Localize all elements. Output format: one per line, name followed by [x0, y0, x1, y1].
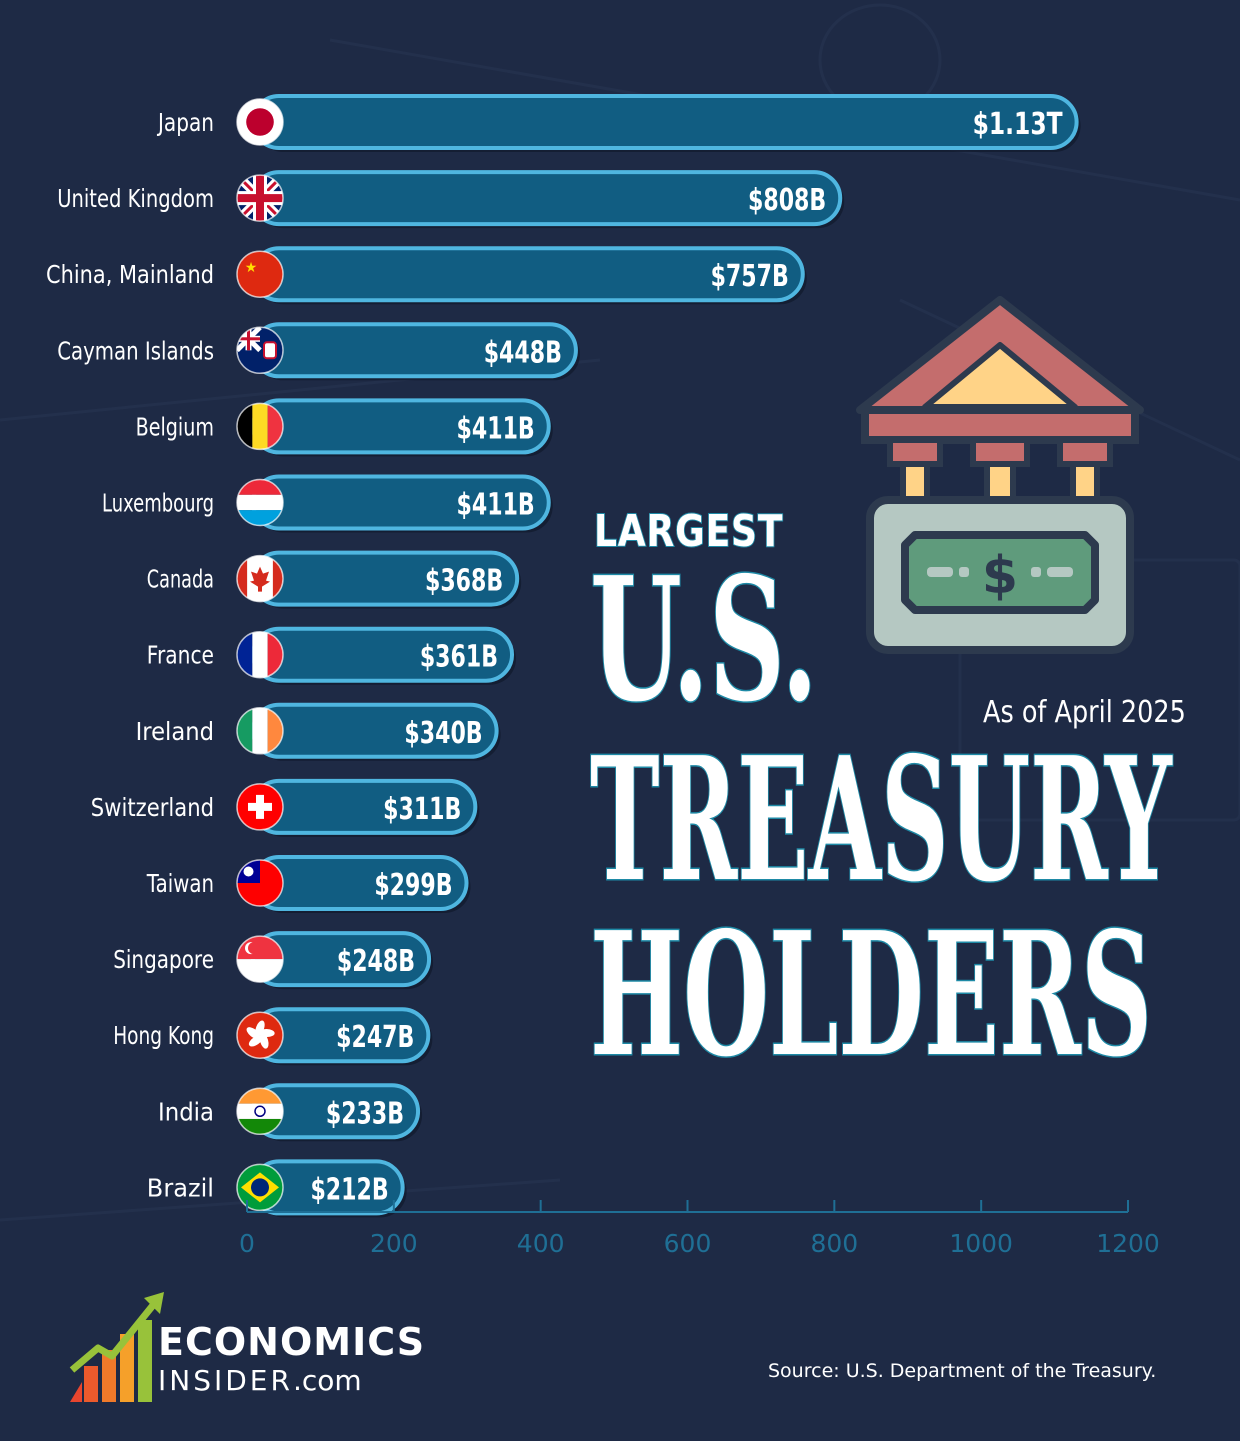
bar-group: $212B Brazil — [147, 1159, 407, 1218]
x-tick-label: 1200 — [1096, 1229, 1160, 1258]
china-flag: ★ — [236, 250, 284, 298]
subtitle-date: As of April 2025 — [983, 695, 1186, 730]
economics-insider-logo: ECONOMICS INSIDER.com — [68, 1290, 428, 1410]
logo-insider-text: INSIDER.com — [158, 1364, 362, 1397]
france-flag — [236, 630, 284, 679]
title-largest: LARGEST — [593, 505, 784, 558]
category-label: United Kingdom — [57, 184, 214, 213]
bars-layer: $1.13T Japan $808B United Kingdom $757B China… — [46, 94, 1081, 1218]
switzerland-flag — [236, 783, 284, 831]
bar-value-label: $248B — [337, 944, 415, 979]
bar-value-label: $448B — [484, 335, 562, 370]
bar-group: $757B China, Mainland ★ — [46, 246, 807, 305]
brazil-flag — [236, 1163, 284, 1212]
title-holders: HOLDERS — [589, 894, 1153, 1097]
category-label: India — [158, 1097, 214, 1126]
bar-group: $448B Cayman Islands — [57, 322, 580, 381]
bar-group: $411B Luxembourg — [102, 474, 553, 533]
category-label: Brazil — [147, 1173, 214, 1202]
india-flag — [236, 1087, 284, 1136]
category-label: Singapore — [113, 945, 214, 974]
x-tick-label: 400 — [517, 1229, 565, 1258]
category-label: Taiwan — [146, 869, 214, 898]
category-label: Cayman Islands — [57, 336, 214, 365]
bar-group: $248B Singapore — [113, 931, 434, 990]
category-label: Hong Kong — [113, 1021, 214, 1050]
svg-text:★: ★ — [245, 260, 258, 276]
bar-group: $1.13T Japan — [156, 94, 1081, 152]
taiwan-flag — [236, 859, 284, 907]
logo-com-suffix: .com — [292, 1364, 362, 1397]
logo-economics-text: ECONOMICS — [158, 1320, 426, 1364]
ireland-flag — [236, 707, 284, 755]
belgium-flag — [236, 402, 284, 451]
bar-value-label: $299B — [374, 868, 452, 903]
title-block: LARGEST U.S. TREASURY HOLDERS — [589, 500, 1210, 1100]
bar-group: $340B Ireland — [136, 702, 501, 761]
x-tick-label: 800 — [810, 1229, 858, 1258]
growth-arrow-icon — [69, 1292, 164, 1402]
bar-group: $411B Belgium — [136, 398, 553, 457]
cayman-flag — [236, 326, 284, 375]
bar-value-label: $361B — [420, 640, 498, 675]
bar-value-label: $411B — [457, 488, 535, 523]
japan-flag — [236, 98, 284, 146]
bar-group: $233B India — [158, 1083, 423, 1142]
uk-flag — [236, 174, 284, 222]
bar-value-label: $411B — [457, 411, 535, 446]
singapore-flag — [236, 935, 284, 983]
svg-text:$: $ — [982, 546, 1018, 606]
category-label: Switzerland — [91, 793, 214, 822]
category-label: Luxembourg — [102, 489, 214, 518]
category-label: Canada — [147, 565, 214, 594]
bar-group: $247B Hong Kong — [113, 1007, 433, 1066]
bar-group: $311B Switzerland — [91, 778, 480, 837]
bar-value-label: $808B — [748, 183, 826, 218]
x-tick-label: 600 — [664, 1229, 712, 1258]
bar-value-label: $233B — [326, 1096, 404, 1131]
category-label: China, Mainland — [46, 260, 214, 289]
bar-value-label: $1.13T — [973, 107, 1063, 142]
bar — [251, 94, 1079, 150]
bar-value-label: $212B — [310, 1172, 388, 1207]
category-label: Japan — [156, 108, 214, 137]
bar-value-label: $340B — [404, 716, 482, 751]
x-tick-label: 1000 — [949, 1229, 1013, 1258]
x-axis: 0 200 400 600 800 1000 1200 — [239, 1200, 1160, 1258]
dollar-bill-icon: $ — [901, 531, 1099, 614]
bar-value-label: $368B — [425, 564, 503, 599]
source-note: Source: U.S. Department of the Treasury. — [768, 1360, 1157, 1382]
luxembourg-flag — [236, 478, 284, 527]
bar-value-label: $311B — [383, 792, 461, 827]
bar-group: $808B United Kingdom — [57, 170, 845, 229]
canada-flag — [236, 554, 284, 603]
logo-insider-word: INSIDER — [158, 1364, 293, 1397]
hong-kong-flag — [236, 1011, 284, 1059]
category-label: Ireland — [136, 717, 214, 746]
bar-group: $361B France — [147, 626, 517, 685]
title-us: U.S. — [589, 539, 819, 742]
title-treasury: TREASURY — [589, 719, 1172, 922]
x-tick-label: 0 — [239, 1229, 255, 1258]
bar-value-label: $247B — [336, 1020, 414, 1055]
category-label: France — [147, 641, 214, 670]
bank-icon: $ — [856, 296, 1144, 654]
bar-value-label: $757B — [711, 259, 789, 294]
bar-group: $368B Canada — [147, 550, 522, 609]
x-tick-label: 200 — [370, 1229, 418, 1258]
bar-group: $299B Taiwan — [146, 855, 471, 913]
category-label: Belgium — [136, 412, 214, 441]
